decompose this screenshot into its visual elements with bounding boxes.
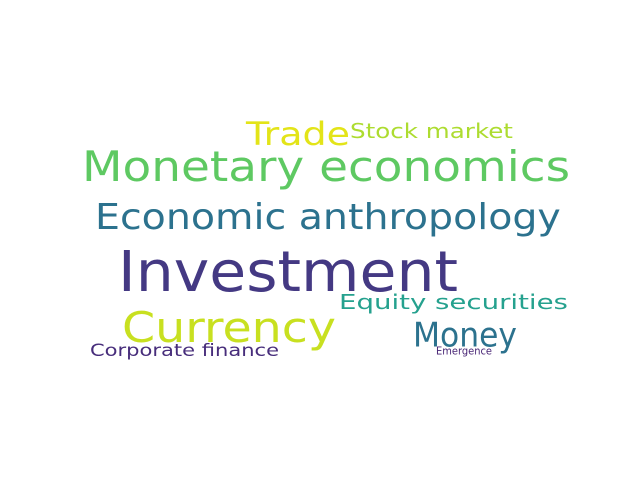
word-stock-market: Stock market — [350, 119, 513, 143]
word-investment: Investment — [118, 240, 459, 305]
word-monetary-economics: Monetary economics — [82, 142, 571, 191]
word-economic-anthropology: Economic anthropology — [95, 197, 561, 238]
word-equity-securities: Equity securities — [339, 290, 568, 314]
word-money: Money — [413, 314, 517, 356]
word-currency: Currency — [122, 303, 337, 352]
word-trade: Trade — [246, 115, 350, 153]
word-emergence: Emergence — [436, 345, 493, 358]
word-corporate-finance: Corporate finance — [90, 339, 280, 361]
